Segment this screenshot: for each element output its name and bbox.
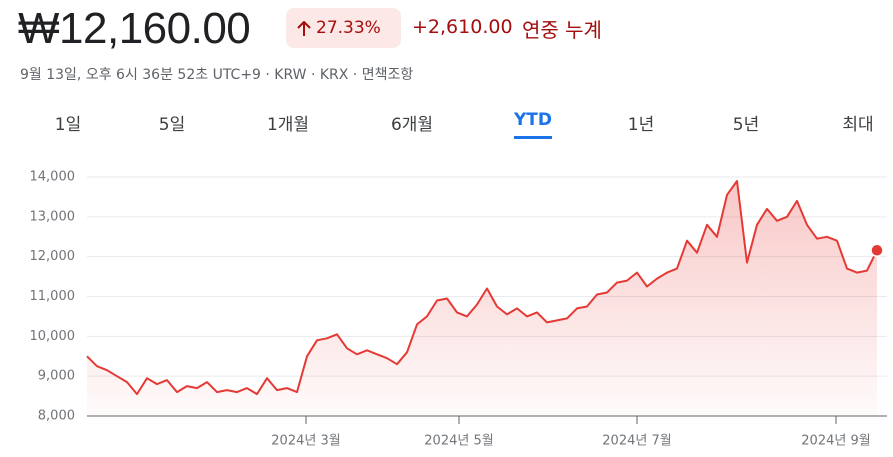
x-tick-label: 2024년 3월 — [271, 434, 340, 449]
subtitle: 9월 13일, 오후 6시 36분 52초 UTC+9 · KRW · KRX … — [20, 67, 414, 83]
tab[interactable]: 1개월 — [266, 115, 310, 135]
price-line — [86, 180, 878, 396]
y-tick-label: 11,000 — [30, 289, 76, 304]
y-tick-label: 12,000 — [30, 249, 76, 264]
tab[interactable]: 최대 — [842, 115, 874, 135]
area — [87, 181, 877, 416]
y-tick-label: 8,000 — [38, 409, 75, 424]
x-tick-label: 2024년 5월 — [424, 434, 493, 449]
tab[interactable]: 5년 — [732, 115, 760, 135]
x-tick-label: 2024년 9월 — [801, 434, 870, 449]
tab[interactable]: 6개월 — [390, 115, 434, 135]
y-tick-label: 13,000 — [30, 209, 76, 224]
tab[interactable]: 5일 — [158, 115, 186, 135]
last-point — [870, 243, 884, 258]
price: ₩12,160.00 — [18, 4, 251, 53]
tab[interactable]: YTD — [513, 110, 553, 139]
x-tick-label: 2024년 7월 — [602, 434, 671, 449]
tab[interactable]: 1년 — [627, 115, 655, 135]
tab[interactable]: 1일 — [54, 115, 82, 135]
y-tick-label: 10,000 — [30, 329, 76, 344]
y-tick-label: 14,000 — [30, 170, 76, 185]
change: +2,610.00 — [412, 16, 513, 38]
up-arrow — [297, 21, 311, 36]
y-tick-label: 9,000 — [38, 369, 75, 384]
change-badge: 27.33% — [286, 8, 401, 48]
period: 연중 누계 — [522, 18, 602, 42]
change-percent: 27.33% — [316, 18, 381, 38]
